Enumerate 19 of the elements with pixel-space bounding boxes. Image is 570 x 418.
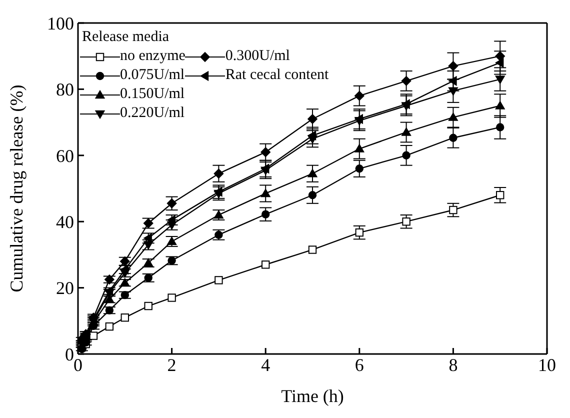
- x-tick-label: 6: [354, 354, 364, 375]
- y-axis-title: Cumulative drug release (%): [6, 84, 26, 292]
- y-tick-label: 80: [56, 80, 74, 100]
- legend-label: Rat cecal content: [225, 66, 329, 85]
- legend-label: 0.075U/ml: [120, 66, 185, 85]
- legend-label: 0.300U/ml: [225, 47, 290, 66]
- x-tick-label: 4: [261, 354, 270, 375]
- x-tick-label: 2: [167, 354, 176, 375]
- x-axis-title: Time (h): [281, 386, 344, 406]
- legend-label: 0.220U/ml: [120, 104, 185, 123]
- y-tick-label: 40: [56, 212, 74, 232]
- y-tick-label: 60: [56, 146, 74, 166]
- legend-label: no enzyme: [120, 47, 186, 66]
- y-tick-label: 100: [47, 13, 74, 34]
- x-tick-label: 8: [448, 354, 458, 375]
- legend-title: Release media: [81, 28, 170, 47]
- x-tick-label: 10: [538, 354, 556, 375]
- y-tick-label: 20: [56, 278, 74, 298]
- legend-label: 0.150U/ml: [120, 85, 185, 104]
